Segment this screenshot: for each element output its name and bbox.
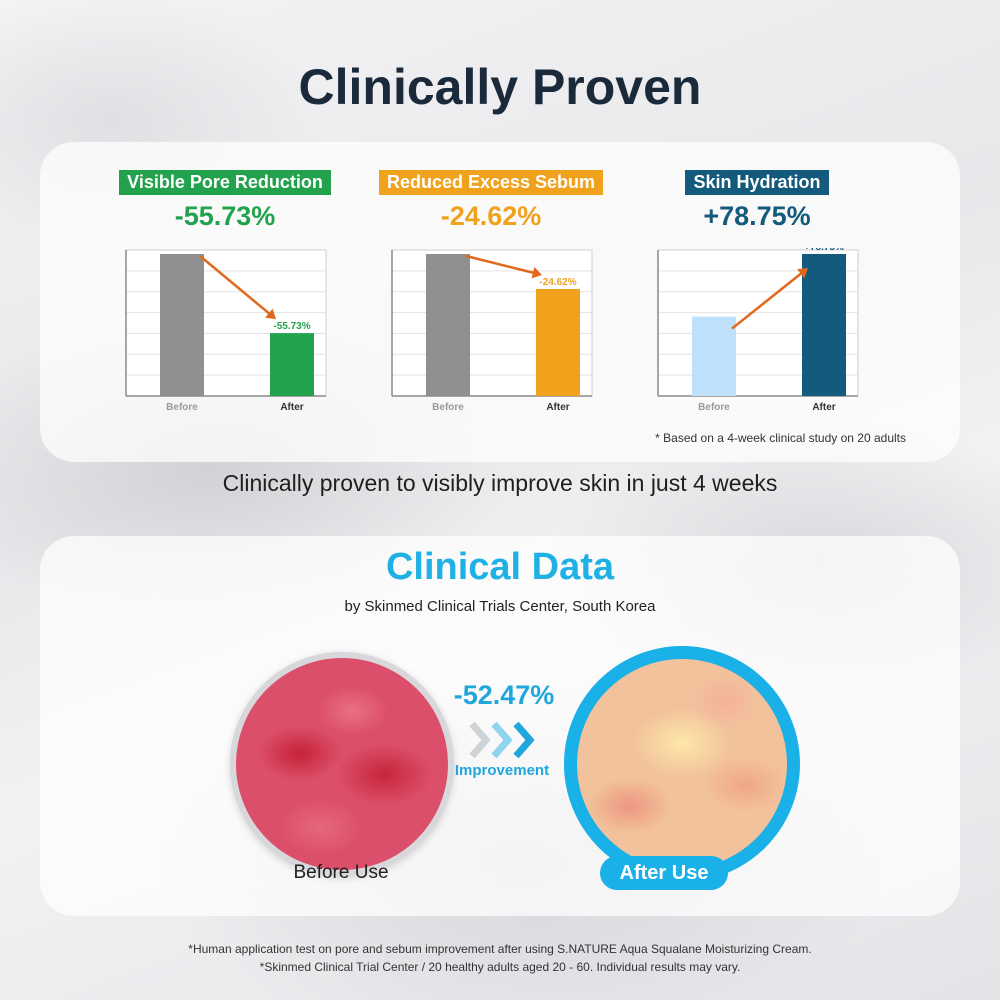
- chart-pore: Before After -55.73%: [122, 248, 330, 418]
- chart-hydration: Before After +78.75%: [654, 248, 862, 418]
- triple-chevron-right-icon: [469, 721, 535, 759]
- arrow-head: [265, 308, 276, 320]
- subtitle: Clinically proven to visibly improve ski…: [222, 470, 778, 496]
- bar-after: [270, 333, 314, 396]
- metric-hydration: Skin Hydration +78.75%: [624, 170, 890, 232]
- metric-value: +78.75%: [703, 201, 811, 231]
- bar-before: [692, 316, 736, 396]
- bar-chart: Before After -55.73%: [125, 249, 327, 413]
- bar-before: [160, 254, 204, 396]
- results-panel: Visible Pore Reduction -55.73% Reduced E…: [40, 142, 960, 462]
- chart-sebum: Before After -24.62%: [388, 248, 596, 418]
- metric-sebum: Reduced Excess Sebum -24.62%: [358, 170, 624, 232]
- tick-label: Before: [432, 402, 464, 413]
- trend-arrow: [731, 272, 803, 330]
- page-title: Clinically Proven: [298, 59, 702, 115]
- before-skin-image: [230, 652, 454, 876]
- tick-label: Before: [698, 402, 730, 413]
- metric-value: -55.73%: [174, 201, 276, 231]
- clinical-source: by Skinmed Clinical Trials Center, South…: [344, 598, 656, 615]
- clinical-panel: Clinical Data by Skinmed Clinical Trials…: [40, 536, 960, 916]
- bar-chart: Before After +78.75%: [657, 248, 859, 413]
- disclaimer-line: *Skinmed Clinical Trial Center / 20 heal…: [259, 960, 741, 974]
- improvement-value: -52.47%: [453, 680, 555, 710]
- tick-label: After: [812, 402, 835, 413]
- before-use-label: Before Use: [293, 862, 389, 883]
- trend-arrow: [465, 254, 535, 275]
- disclaimer-line: *Human application test on pore and sebu…: [188, 942, 812, 956]
- after-skin-image: [564, 646, 800, 882]
- metric-pore: Visible Pore Reduction -55.73%: [92, 170, 358, 232]
- metric-value: -24.62%: [440, 201, 542, 231]
- bar-after: [536, 288, 580, 396]
- metric-label: Skin Hydration: [685, 170, 829, 195]
- data-label: -55.73%: [273, 321, 310, 332]
- after-use-badge: After Use: [600, 856, 728, 890]
- trend-arrow: [199, 255, 271, 315]
- study-note: * Based on a 4-week clinical study on 20…: [655, 431, 906, 445]
- improvement-label: Improvement: [454, 762, 550, 779]
- data-label: +78.75%: [804, 248, 844, 253]
- bar-chart: Before After -24.62%: [391, 249, 593, 413]
- disclaimer: *Human application test on pore and sebu…: [0, 940, 1000, 976]
- metric-label: Visible Pore Reduction: [119, 170, 331, 195]
- clinical-title: Clinical Data: [385, 546, 615, 588]
- tick-label: Before: [166, 402, 198, 413]
- bar-before: [426, 254, 470, 396]
- arrow-head: [797, 268, 808, 279]
- bar-after: [802, 254, 846, 396]
- tick-label: After: [280, 402, 303, 413]
- tick-label: After: [546, 402, 569, 413]
- metric-label: Reduced Excess Sebum: [378, 170, 604, 195]
- arrow-head: [531, 266, 542, 279]
- data-label: -24.62%: [539, 277, 576, 288]
